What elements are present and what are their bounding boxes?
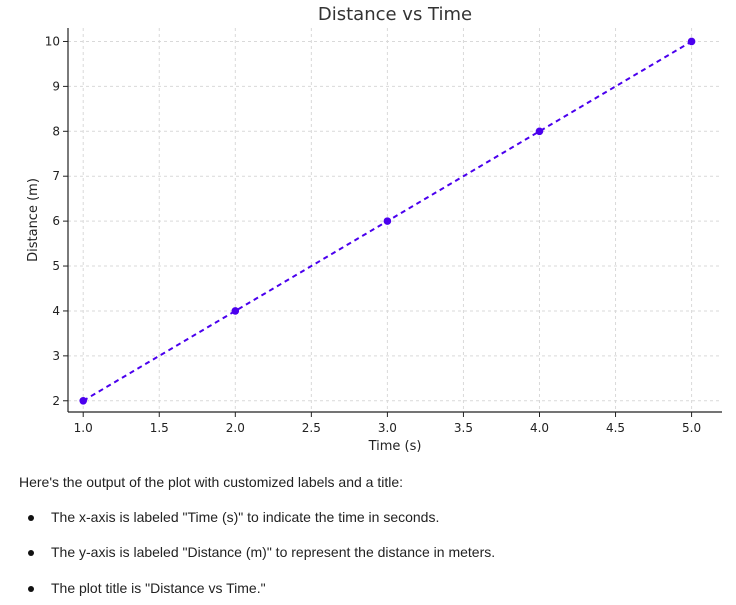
y-tick-label: 4	[52, 304, 60, 318]
chart-container: 1.0 1.5 2.0 2.5 3.0 3.5 4.0 4.5 5.0 2 3 4 5 6 7 8 9 10 Dis…	[26, 4, 722, 454]
bullet-icon	[28, 585, 34, 592]
x-tick-label: 4.5	[606, 421, 625, 435]
y-tick-label: 9	[52, 79, 60, 93]
chart-title: Distance vs Time	[318, 4, 472, 25]
x-tick-label: 1.0	[74, 421, 93, 435]
x-tick-label: 2.5	[302, 421, 321, 435]
bullet-icon	[28, 514, 34, 521]
data-point	[231, 307, 240, 315]
x-tick-label: 5.0	[682, 421, 701, 435]
response-bullet-item: The x-axis is labeled "Time (s)" to indi…	[19, 509, 719, 527]
data-point	[535, 127, 544, 136]
data-point	[687, 37, 696, 46]
x-axis-label: Time (s)	[368, 439, 422, 454]
response-bullet-text: The plot title is "Distance vs Time."	[51, 579, 266, 596]
y-tick-label: 10	[45, 34, 60, 48]
data-point	[383, 217, 392, 225]
data-point	[79, 396, 88, 405]
response-bullet-text: The x-axis is labeled "Time (s)" to indi…	[51, 508, 440, 525]
plot-area	[68, 28, 722, 412]
response-bullet-list: The x-axis is labeled "Time (s)" to indi…	[19, 509, 719, 598]
distance-time-chart: 1.0 1.5 2.0 2.5 3.0 3.5 4.0 4.5 5.0 2 3 4 5 6 7 8 9 10 Dis…	[26, 4, 722, 454]
x-tick-label: 3.0	[378, 421, 397, 435]
x-tick-label: 4.0	[530, 421, 549, 435]
y-tick-label: 5	[52, 259, 60, 273]
response-bullet-text: The y-axis is labeled "Distance (m)" to …	[51, 544, 496, 560]
y-tick-label: 2	[52, 394, 60, 408]
response-intro: Here's the output of the plot with custo…	[19, 474, 404, 490]
y-tick-label: 3	[52, 349, 60, 363]
x-tick-label: 1.5	[150, 421, 169, 435]
y-tick-label: 6	[52, 214, 60, 228]
x-tick-label: 2.0	[226, 421, 245, 435]
bullet-icon	[28, 550, 34, 556]
y-tick-label: 7	[52, 169, 60, 183]
x-tick-label: 3.5	[454, 421, 473, 435]
y-axis-label: Distance (m)	[26, 178, 41, 262]
response-text: Here's the output of the plot with custo…	[19, 474, 719, 605]
response-bullet-item: The plot title is "Distance vs Time."	[19, 580, 719, 598]
y-tick-label: 8	[52, 124, 60, 138]
response-bullet-item: The y-axis is labeled "Distance (m)" to …	[19, 544, 719, 562]
